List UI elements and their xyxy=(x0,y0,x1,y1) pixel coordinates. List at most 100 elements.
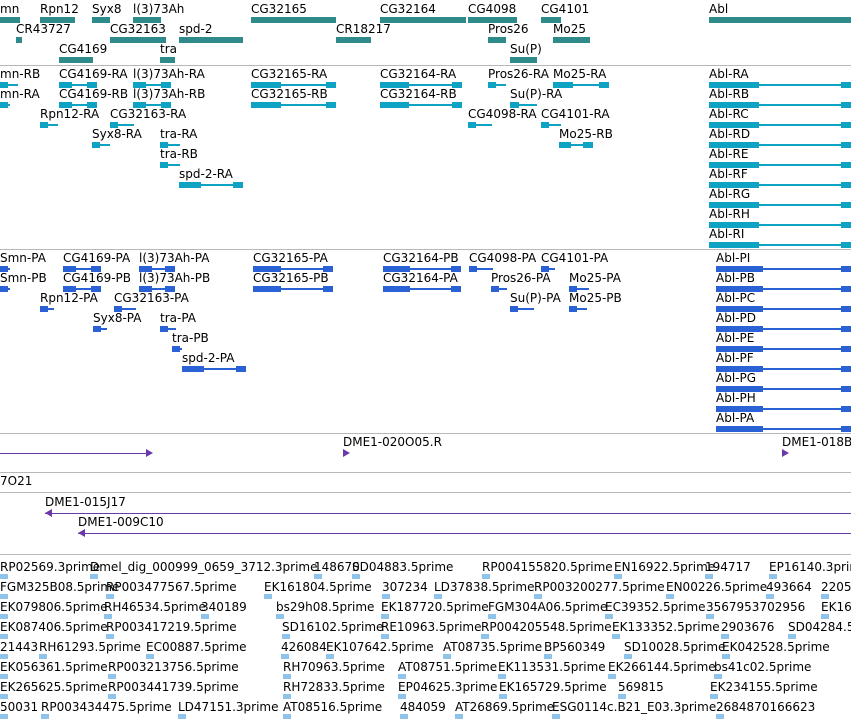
transcript-exon[interactable] xyxy=(488,82,496,88)
clone-line[interactable] xyxy=(0,453,150,454)
transcript-exon[interactable] xyxy=(0,102,8,108)
protein-exon[interactable] xyxy=(139,266,152,272)
gene-label[interactable]: Abl xyxy=(709,2,729,16)
transcript-label[interactable]: Pros26-RA xyxy=(488,67,549,81)
gene-bar[interactable] xyxy=(110,37,166,43)
protein-exon[interactable] xyxy=(841,266,851,272)
est-bar[interactable] xyxy=(498,674,506,679)
transcript-label[interactable]: Mo25-RA xyxy=(553,67,607,81)
transcript-exon[interactable] xyxy=(709,142,759,148)
transcript-label[interactable]: Abl-RE xyxy=(709,147,749,161)
protein-exon[interactable] xyxy=(114,306,122,312)
transcript-exon[interactable] xyxy=(841,142,851,148)
est-label[interactable]: BP560349 xyxy=(544,640,606,654)
transcript-exon[interactable] xyxy=(709,242,759,248)
est-label[interactable]: 493664 xyxy=(766,580,812,594)
gene-label[interactable]: Rpn12 xyxy=(40,2,79,16)
clone-line[interactable] xyxy=(78,533,851,534)
gene-label[interactable]: CG32164 xyxy=(380,2,436,16)
transcript-exon[interactable] xyxy=(87,102,97,108)
protein-exon[interactable] xyxy=(716,326,763,332)
transcript-label[interactable]: Abl-RI xyxy=(709,227,745,241)
est-label[interactable]: EK087406.5prime xyxy=(0,620,108,634)
gene-bar[interactable] xyxy=(380,17,466,23)
transcript-label[interactable]: Abl-RG xyxy=(709,187,751,201)
protein-exon[interactable] xyxy=(716,266,763,272)
gene-label[interactable]: Pros26 xyxy=(488,22,529,36)
transcript-exon[interactable] xyxy=(452,102,462,108)
protein-label[interactable]: l(3)73Ah-PA xyxy=(139,251,210,265)
est-bar[interactable] xyxy=(398,674,406,679)
est-bar[interactable] xyxy=(821,614,829,619)
transcript-exon[interactable] xyxy=(841,222,851,228)
protein-exon[interactable] xyxy=(451,286,461,292)
clone-label[interactable]: DME1-009C10 xyxy=(78,515,164,529)
protein-label[interactable]: Abl-PE xyxy=(716,331,755,345)
est-bar[interactable] xyxy=(544,654,552,659)
est-label[interactable]: 426084 xyxy=(281,640,327,654)
protein-label[interactable]: Abl-PH xyxy=(716,391,756,405)
protein-label[interactable]: Syx8-PA xyxy=(93,311,142,325)
gene-bar[interactable] xyxy=(16,37,22,43)
transcript-label[interactable]: tra-RB xyxy=(160,147,198,161)
est-bar[interactable] xyxy=(716,714,724,719)
est-bar[interactable] xyxy=(108,694,116,699)
gene-bar[interactable] xyxy=(553,37,590,43)
transcript-label[interactable]: Rpn12-RA xyxy=(40,107,100,121)
est-bar[interactable] xyxy=(499,694,507,699)
protein-label[interactable]: Rpn12-PA xyxy=(40,291,98,305)
protein-exon[interactable] xyxy=(40,306,48,312)
transcript-exon[interactable] xyxy=(709,82,759,88)
est-bar[interactable] xyxy=(608,674,616,679)
transcript-exon[interactable] xyxy=(452,82,462,88)
gene-label[interactable]: CR43727 xyxy=(16,22,71,36)
protein-exon[interactable] xyxy=(93,326,101,332)
est-bar[interactable] xyxy=(722,654,730,659)
est-bar[interactable] xyxy=(624,654,632,659)
est-label[interactable]: EK234155.5prime xyxy=(710,680,818,694)
est-label[interactable]: EK079806.5prime xyxy=(0,600,108,614)
gene-label[interactable]: Mo25 xyxy=(553,22,586,36)
est-label[interactable]: SD04883.5prime xyxy=(352,560,454,574)
est-label[interactable]: SD10028.5prime xyxy=(624,640,726,654)
protein-exon[interactable] xyxy=(716,306,763,312)
est-bar[interactable] xyxy=(618,694,626,699)
protein-exon[interactable] xyxy=(323,266,333,272)
protein-label[interactable]: CG32164-PB xyxy=(383,251,459,265)
est-label[interactable]: 2903676 xyxy=(721,620,775,634)
transcript-exon[interactable] xyxy=(510,102,519,108)
transcript-label[interactable]: mn-RB xyxy=(0,67,41,81)
est-bar[interactable] xyxy=(381,614,389,619)
est-label[interactable]: 307234 xyxy=(382,580,428,594)
est-label[interactable]: 340189 xyxy=(201,600,247,614)
transcript-label[interactable]: CG4098-RA xyxy=(468,107,537,121)
est-bar[interactable] xyxy=(283,694,291,699)
protein-label[interactable]: Smn-PA xyxy=(0,251,46,265)
est-bar[interactable] xyxy=(90,574,98,579)
est-bar[interactable] xyxy=(0,574,8,579)
est-bar[interactable] xyxy=(710,694,718,699)
est-label[interactable]: EN16922.5prime xyxy=(614,560,716,574)
est-label[interactable]: 194717 xyxy=(705,560,751,574)
est-label[interactable]: EC39352.5prime xyxy=(605,600,706,614)
protein-exon[interactable] xyxy=(182,366,204,372)
est-label[interactable]: bs41c02.5prime xyxy=(714,660,812,674)
transcript-exon[interactable] xyxy=(160,162,168,168)
transcript-label[interactable]: CG4101-RA xyxy=(541,107,610,121)
est-label[interactable]: LD37838.5prime xyxy=(434,580,535,594)
est-label[interactable]: EN00226.5prime xyxy=(666,580,768,594)
protein-exon[interactable] xyxy=(716,286,763,292)
gene-bar[interactable] xyxy=(336,37,371,43)
protein-label[interactable]: CG32165-PA xyxy=(253,251,328,265)
est-label[interactable]: SD16102.5prime xyxy=(282,620,384,634)
est-label[interactable]: EK107642.5prime xyxy=(326,640,434,654)
transcript-exon[interactable] xyxy=(841,182,851,188)
transcript-exon[interactable] xyxy=(841,82,851,88)
gene-label[interactable]: Su(P) xyxy=(510,42,542,56)
transcript-label[interactable]: Su(P)-RA xyxy=(510,87,563,101)
gene-label[interactable]: CG32163 xyxy=(110,22,166,36)
est-bar[interactable] xyxy=(605,614,613,619)
est-label[interactable]: AT08735.5prime xyxy=(443,640,543,654)
protein-label[interactable]: CG32163-PA xyxy=(114,291,189,305)
transcript-label[interactable]: Mo25-RB xyxy=(559,127,613,141)
